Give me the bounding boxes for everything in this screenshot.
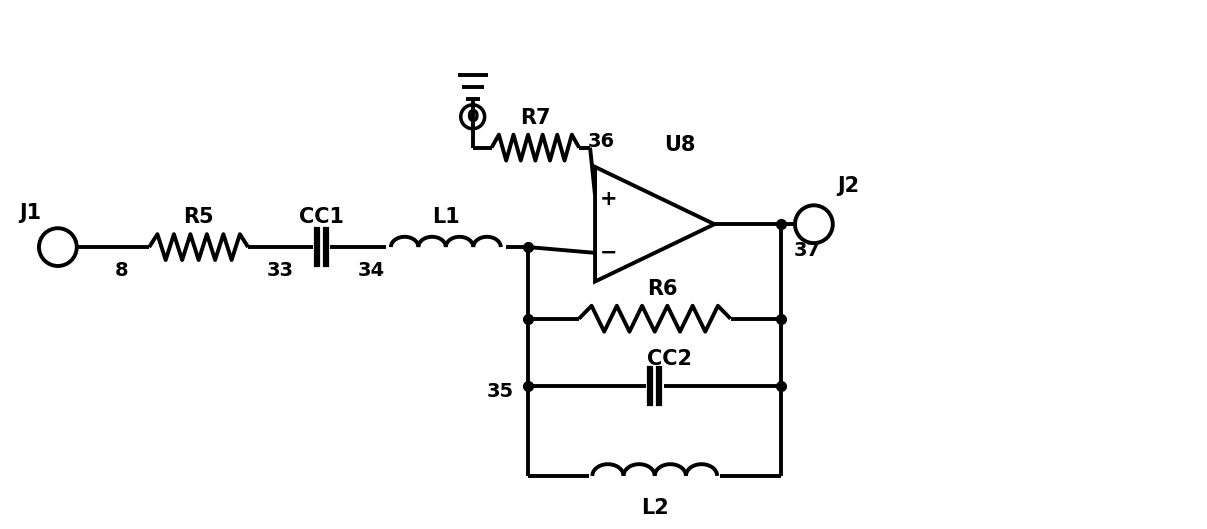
Text: CC2: CC2 (647, 349, 692, 369)
Text: CC1: CC1 (299, 207, 344, 227)
Text: 33: 33 (267, 261, 293, 280)
Text: J1: J1 (19, 203, 41, 223)
Text: +: + (600, 188, 618, 208)
Text: 35: 35 (486, 382, 514, 401)
Text: R7: R7 (520, 108, 550, 128)
Text: J2: J2 (838, 176, 859, 196)
Text: 37: 37 (793, 241, 821, 260)
Text: 8: 8 (115, 261, 128, 280)
Text: 36: 36 (588, 132, 614, 151)
Text: L2: L2 (641, 498, 669, 518)
Text: U8: U8 (664, 135, 695, 155)
Text: −: − (600, 243, 618, 263)
Text: 0: 0 (466, 108, 479, 126)
Text: R6: R6 (647, 279, 678, 299)
Text: L1: L1 (432, 207, 460, 227)
Text: 34: 34 (357, 261, 385, 280)
Text: R5: R5 (183, 207, 214, 227)
